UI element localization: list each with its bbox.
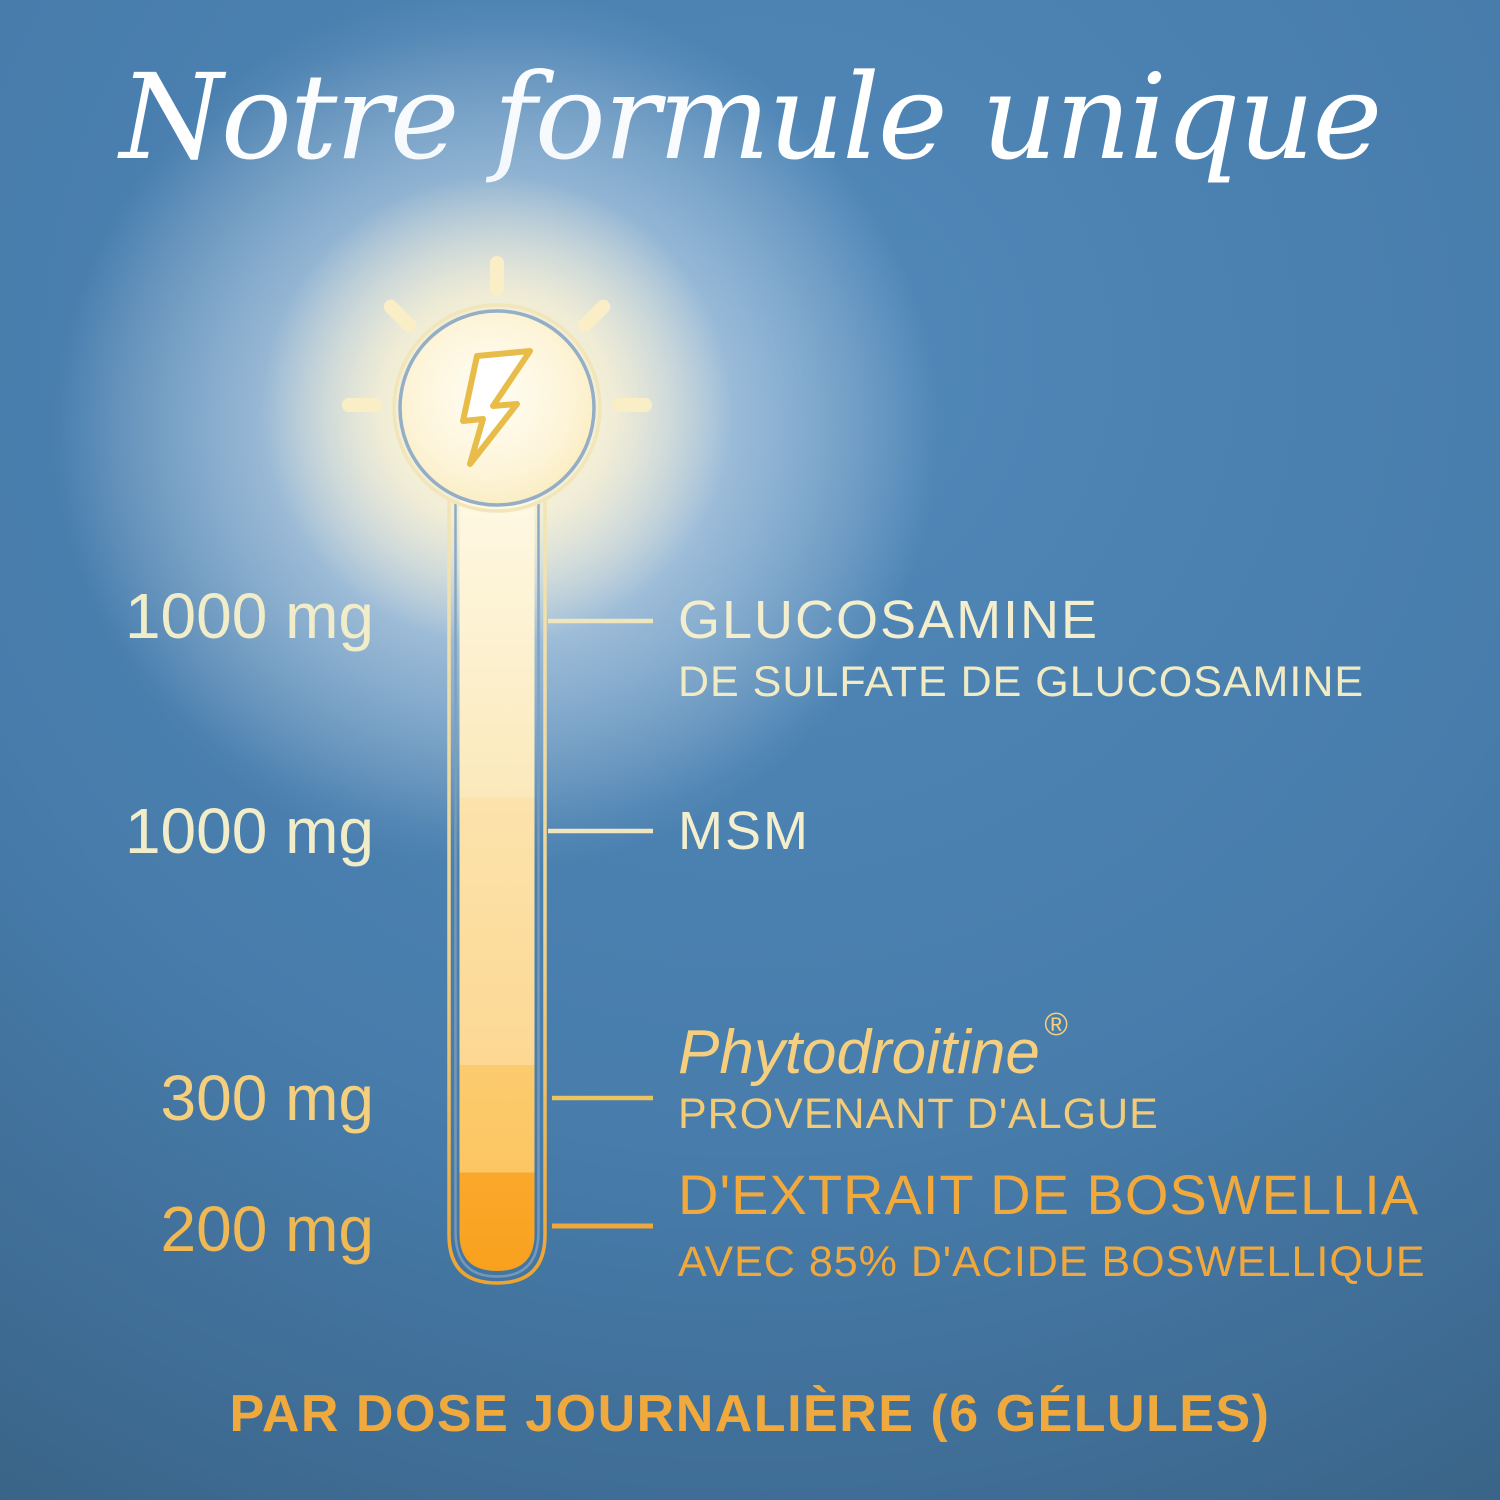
daily-dose-note: PAR DOSE JOURNALIÈRE (6 GÉLULES): [229, 1385, 1271, 1443]
bulb-outer-ring: [392, 303, 602, 513]
tube-fill-segments: [459, 500, 535, 1271]
lightning-bolt-icon: [460, 348, 533, 467]
light-ray-left: [342, 398, 382, 412]
light-ray-top: [490, 256, 504, 296]
sublabel-glucosamine: DE SULFATE DE GLUCOSAMINE: [678, 658, 1365, 706]
lightbulb-icon: [392, 303, 602, 513]
label-msm: MSM: [678, 801, 810, 861]
light-ray-right: [612, 398, 652, 412]
light-ray-upper-left: [383, 299, 417, 333]
amount-msm: 1000 mg: [124, 795, 374, 867]
label-glucosamine: GLUCOSAMINE: [678, 590, 1100, 650]
sublabel-boswellia: AVEC 85% D'ACIDE BOSWELLIQUE: [678, 1238, 1426, 1286]
label-boswellia: D'EXTRAIT DE BOSWELLIA: [678, 1163, 1420, 1226]
tube-outline: [447, 500, 547, 1285]
tube-inner-shadow-line: [454, 502, 540, 1278]
amount-glucosamine: 1000 mg: [124, 580, 374, 652]
registered-mark: ®: [1043, 1006, 1068, 1042]
light-ray-upper-right: [577, 299, 611, 333]
amount-boswellia: 200 mg: [160, 1193, 374, 1265]
sublabel-phytodroitine: PROVENANT D'ALGUE: [678, 1090, 1159, 1138]
label-phytodroitine-text: Phytodroitine: [678, 1018, 1040, 1087]
amount-phytodroitine: 300 mg: [160, 1062, 374, 1134]
light-ray-icon: [342, 256, 652, 412]
label-phytodroitine: Phytodroitine ®: [678, 1008, 1067, 1084]
